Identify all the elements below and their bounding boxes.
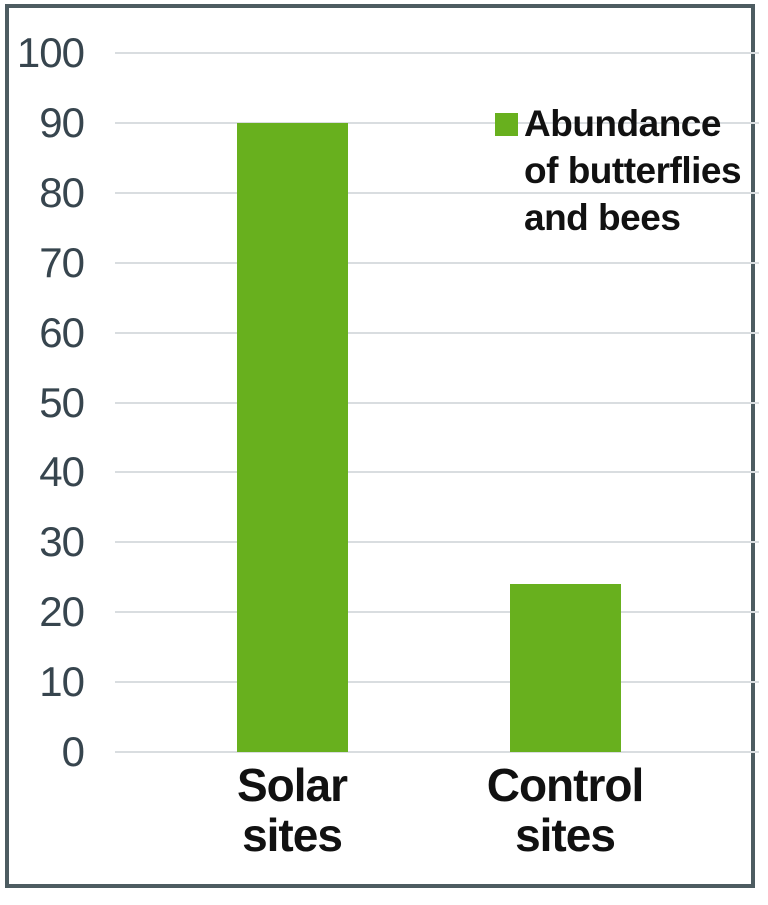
bar-solar-sites: [236, 122, 348, 752]
x-category-label: Control sites: [486, 759, 645, 861]
y-tick-label: 10: [39, 658, 85, 706]
gridline: [115, 681, 759, 684]
gridline: [115, 541, 759, 544]
y-tick-label: 80: [39, 168, 85, 216]
legend-swatch-icon: [495, 113, 518, 136]
gridline: [115, 52, 759, 54]
gridline: [115, 191, 759, 194]
gridline: [115, 331, 759, 334]
gridline: [115, 751, 759, 753]
y-tick-label: 40: [39, 448, 85, 496]
y-tick-label: 30: [39, 518, 85, 566]
gridline: [115, 611, 759, 614]
y-tick-label: 0: [61, 728, 85, 775]
bar-control-sites: [509, 584, 621, 752]
legend-label: Abundance of butterflies and bees: [524, 103, 742, 238]
x-category-label: Solar sites: [236, 759, 348, 861]
gridline: [115, 401, 759, 404]
y-tick-label: 90: [39, 98, 85, 146]
gridline: [115, 121, 759, 124]
y-tick-label: 60: [39, 308, 85, 356]
y-tick-label: 70: [39, 238, 85, 286]
y-tick-label: 100: [16, 29, 85, 76]
gridline: [115, 261, 759, 264]
gridline: [115, 471, 759, 474]
chart-frame: [5, 4, 755, 888]
y-tick-label: 50: [39, 378, 85, 426]
y-tick-label: 20: [39, 588, 85, 636]
